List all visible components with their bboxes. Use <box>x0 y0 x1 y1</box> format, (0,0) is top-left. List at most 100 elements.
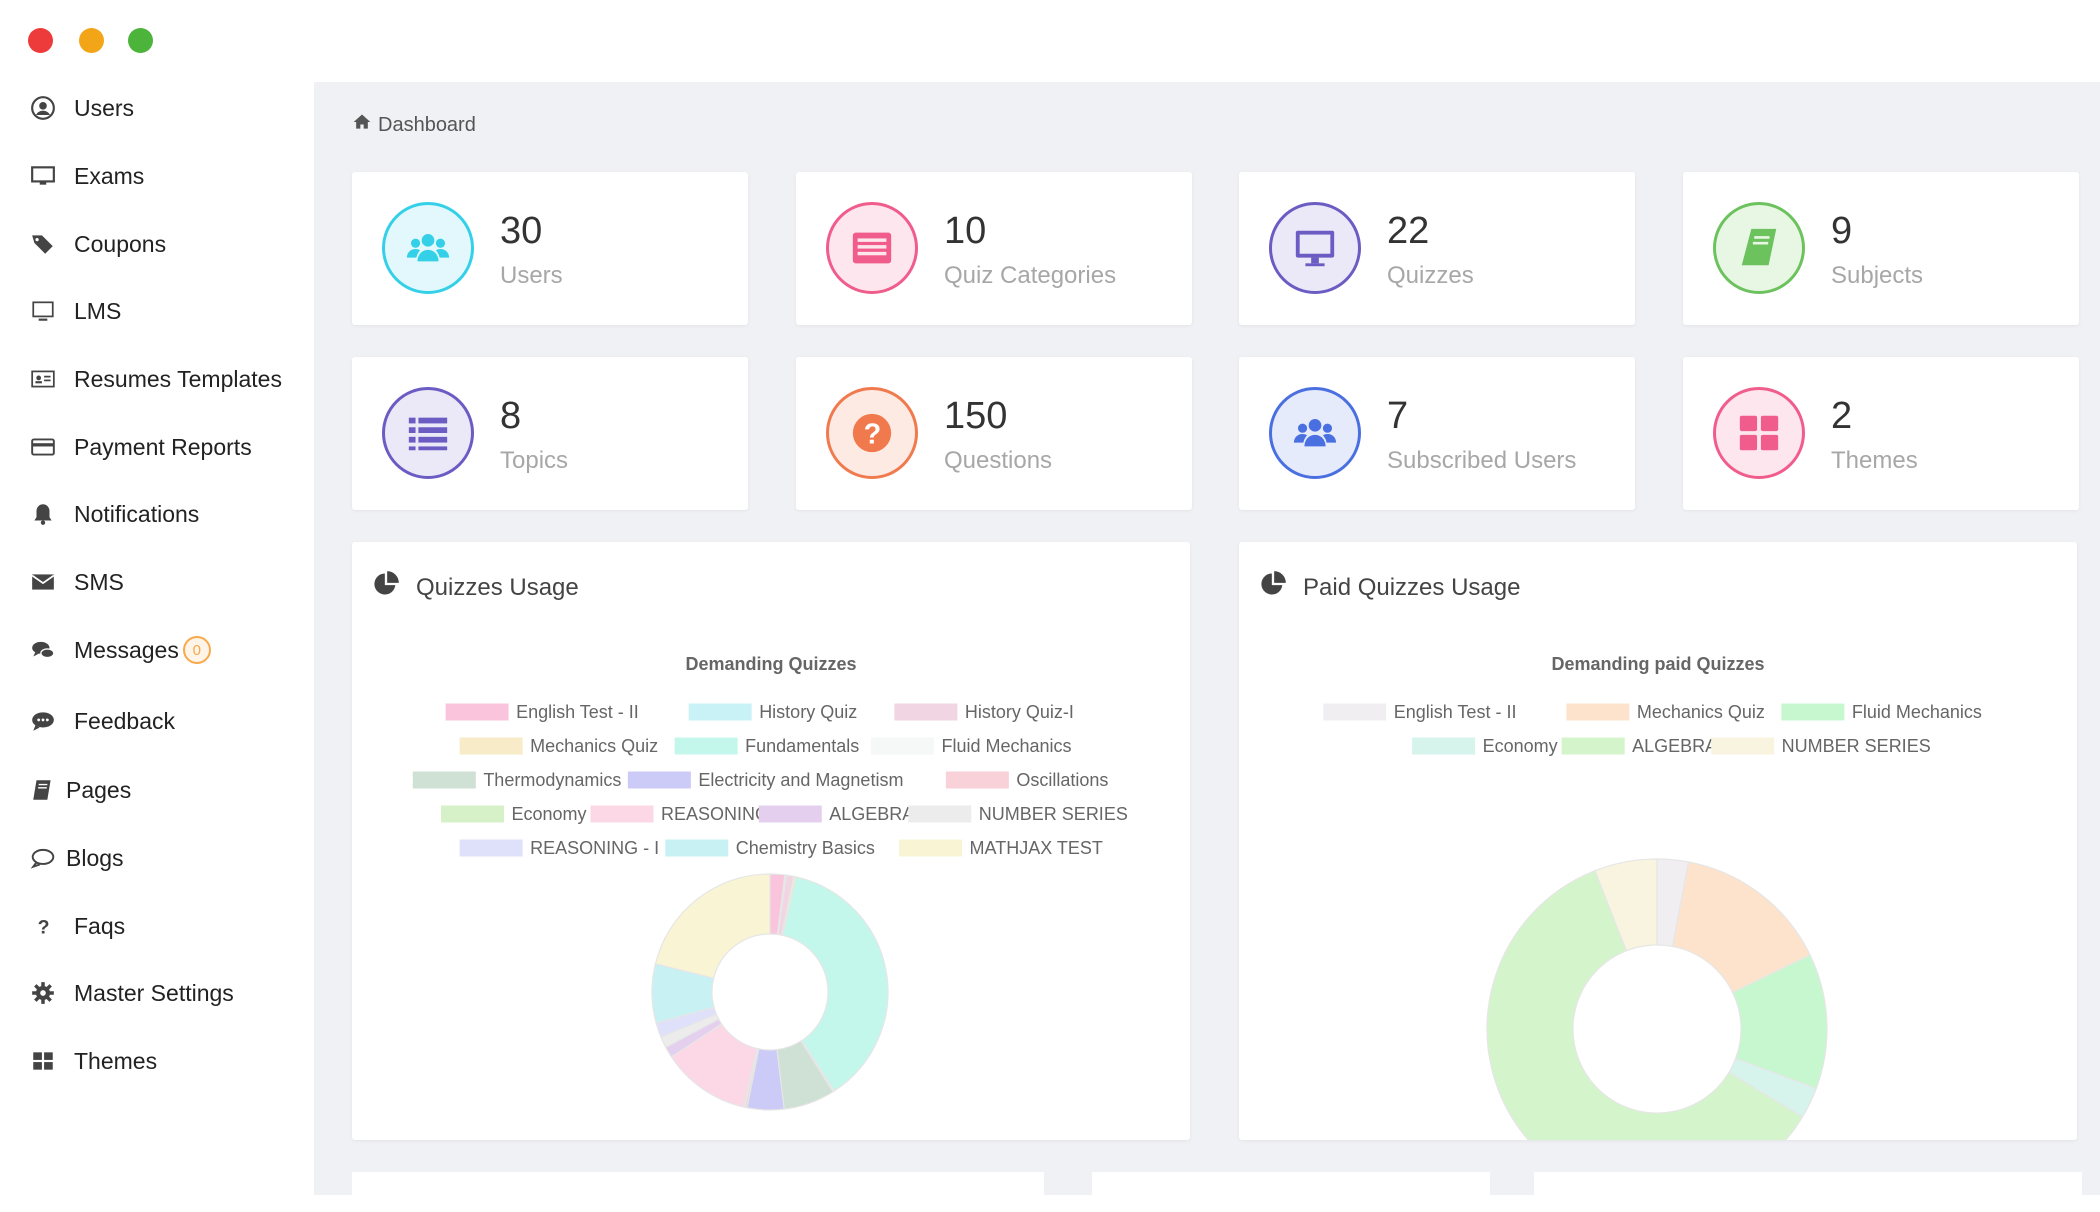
user-circle-icon <box>30 95 74 121</box>
tags-icon <box>30 231 74 257</box>
legend-item[interactable]: Chemistry Basics <box>665 838 875 858</box>
legend-item[interactable]: Thermodynamics <box>412 770 621 790</box>
legend-item[interactable]: ALGEBRA <box>758 804 914 824</box>
legend-item[interactable]: Economy <box>1412 736 1558 756</box>
stat-card-themes[interactable]: 2 Themes <box>1683 357 2079 510</box>
legend-swatch <box>1412 737 1476 755</box>
legend-item[interactable]: History Quiz-I <box>894 702 1074 722</box>
svg-text:?: ? <box>864 419 882 451</box>
legend-item[interactable]: Fluid Mechanics <box>1781 702 1982 722</box>
donut-slice[interactable] <box>782 876 889 1092</box>
donut-slice[interactable] <box>654 873 771 979</box>
sidebar-item-exams[interactable]: Exams <box>30 156 144 196</box>
legend-label: Fluid Mechanics <box>941 736 1071 756</box>
legend-item[interactable]: REASONING <box>590 804 769 824</box>
donut-slice[interactable] <box>1594 858 1658 952</box>
legend-label: History Quiz-I <box>965 702 1074 722</box>
list-icon <box>382 387 474 479</box>
legend-item[interactable]: Oscillations <box>945 770 1108 790</box>
chart-title: Demanding Quizzes <box>685 654 856 674</box>
sidebar-item-messages[interactable]: Messages 0 <box>30 630 211 670</box>
quizzes-usage-panel: Quizzes Usage Demanding Quizzes English T… <box>352 542 1190 1140</box>
maximize-window-button[interactable] <box>128 28 153 53</box>
sidebar-item-label: Users <box>74 94 135 121</box>
credit-card-icon <box>30 434 74 460</box>
legend-swatch <box>665 839 729 857</box>
sidebar-item-coupons[interactable]: Coupons <box>30 224 166 264</box>
stat-card-questions[interactable]: ? 150 Questions <box>796 357 1192 510</box>
legend-item[interactable]: Electricity and Magnetism <box>627 770 903 790</box>
stat-card-quizzes[interactable]: 22 Quizzes <box>1239 172 1635 325</box>
donut-slice[interactable] <box>1486 869 1804 1140</box>
sidebar-item-label: LMS <box>74 297 122 324</box>
stat-card-subscribed-users[interactable]: 7 Subscribed Users <box>1239 357 1635 510</box>
pie-chart-icon <box>372 570 400 605</box>
sidebar-item-users[interactable]: Users <box>30 88 134 128</box>
stat-value: 30 <box>500 210 543 252</box>
stat-label: Topics <box>500 447 569 474</box>
sidebar-item-resumes-templates[interactable]: Resumes Templates <box>30 359 282 399</box>
comment-outline-icon <box>30 845 66 871</box>
minimize-window-button[interactable] <box>79 28 104 53</box>
stat-label: Questions <box>944 447 1053 474</box>
legend-item[interactable]: Fundamentals <box>674 736 859 756</box>
stat-card-quiz-categories[interactable]: 10 Quiz Categories <box>796 172 1192 325</box>
sidebar-item-label: Exams <box>74 162 145 189</box>
stat-card-topics[interactable]: 8 Topics <box>352 357 748 510</box>
legend-label: Mechanics Quiz <box>1637 702 1765 722</box>
stat-card-users[interactable]: 30 Users <box>352 172 748 325</box>
sidebar-item-label: Pages <box>66 776 132 803</box>
legend-item[interactable]: ALGEBRA <box>1561 736 1717 756</box>
stat-card-subjects[interactable]: 9 Subjects <box>1683 172 2079 325</box>
sidebar-item-master-settings[interactable]: Master Settings <box>30 973 234 1013</box>
legend-item[interactable]: English Test - II <box>445 702 639 722</box>
legend-item[interactable]: MATHJAX TEST <box>899 838 1103 858</box>
legend-label: Mechanics Quiz <box>530 736 658 756</box>
panel-header: Quizzes Usage <box>372 570 579 605</box>
book-icon <box>1713 202 1805 294</box>
sidebar-item-label: Master Settings <box>74 979 234 1006</box>
sidebar-item-blogs[interactable]: Blogs <box>30 838 124 878</box>
legend-swatch <box>688 703 752 721</box>
sidebar-item-notifications[interactable]: Notifications <box>30 494 199 534</box>
legend-item[interactable]: Economy <box>441 804 587 824</box>
legend-swatch <box>445 703 509 721</box>
quizzes-usage-chart: Demanding Quizzes English Test - II Histor… <box>412 654 1128 1111</box>
breadcrumb[interactable]: Dashboard <box>352 112 476 138</box>
users-icon <box>1269 387 1361 479</box>
sidebar-item-feedback[interactable]: Feedback <box>30 701 175 741</box>
legend-item[interactable]: REASONING - I <box>459 838 659 858</box>
sidebar-item-pages[interactable]: Pages <box>30 770 131 810</box>
legend-item[interactable]: Fluid Mechanics <box>870 736 1072 756</box>
legend-item[interactable]: English Test - II <box>1323 702 1517 722</box>
stat-value: 8 <box>500 395 522 437</box>
legend-item[interactable]: NUMBER SERIES <box>1711 736 1931 756</box>
sidebar-item-sms[interactable]: SMS <box>30 562 124 602</box>
legend-swatch <box>1781 703 1845 721</box>
sidebar-item-label: Messages <box>74 636 179 663</box>
envelope-icon <box>30 569 74 595</box>
legend-item[interactable]: History Quiz <box>688 702 857 722</box>
stat-value: 22 <box>1387 210 1430 252</box>
sidebar-item-faqs[interactable]: ? Faqs <box>30 906 126 946</box>
sidebar-item-lms[interactable]: LMS <box>30 291 121 331</box>
sidebar-item-payment-reports[interactable]: Payment Reports <box>30 427 252 467</box>
sidebar: Users Exams Coupons LMS Resumes Template… <box>0 80 314 1195</box>
stat-label: Users <box>500 262 563 289</box>
legend-label: REASONING <box>661 804 769 824</box>
legend-item[interactable]: Mechanics Quiz <box>1566 702 1765 722</box>
desktop-icon <box>30 163 74 189</box>
book-icon <box>30 777 66 803</box>
sidebar-item-themes[interactable]: Themes <box>30 1041 157 1081</box>
legend-label: Economy <box>512 804 587 824</box>
close-window-button[interactable] <box>28 28 53 53</box>
th-large-icon <box>1713 387 1805 479</box>
legend-label: NUMBER SERIES <box>1782 736 1931 756</box>
sidebar-item-label: Themes <box>74 1047 158 1074</box>
legend-label: Oscillations <box>1016 770 1108 790</box>
sidebar-item-label: Blogs <box>66 844 124 871</box>
home-icon <box>352 112 372 138</box>
legend-item[interactable]: NUMBER SERIES <box>908 804 1128 824</box>
legend-item[interactable]: Mechanics Quiz <box>459 736 658 756</box>
legend-swatch <box>412 771 476 789</box>
